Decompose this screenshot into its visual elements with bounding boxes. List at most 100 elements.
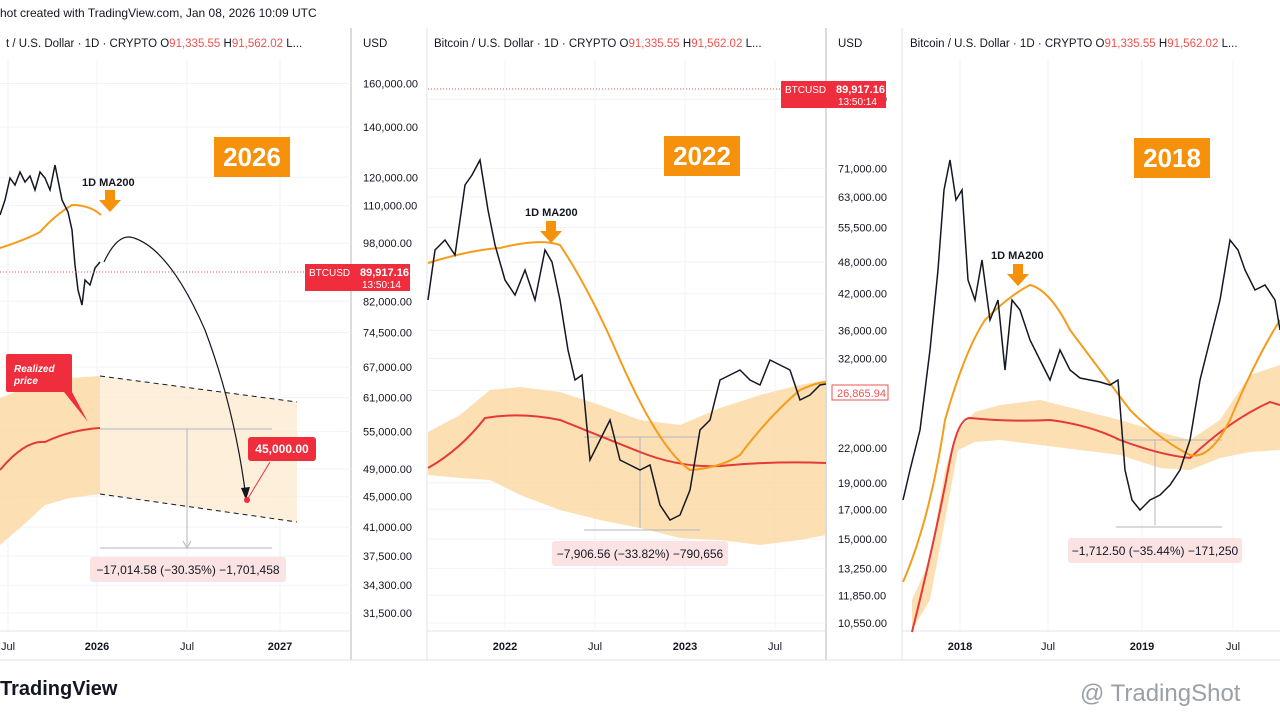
panel-2022: 1D MA200 2022 −7,906.56 (−33.82%) −790,6… <box>427 38 889 653</box>
target-connector <box>246 461 271 501</box>
realized-callout-bubble <box>6 354 88 422</box>
realized-price-line <box>427 414 827 469</box>
y-tick-label: 160,000.00 <box>363 79 418 91</box>
year-badge-bg <box>664 136 740 176</box>
ma200-line <box>427 241 827 472</box>
y-tick-label: 36,000.00 <box>838 325 887 337</box>
ma200-label: 1D MA200 <box>82 177 135 189</box>
projection-zone <box>100 376 297 522</box>
last-value-label-bg <box>831 384 889 401</box>
y-tick-label: 15,000.00 <box>838 534 887 546</box>
measure-label-bg <box>90 557 286 582</box>
x-tick-label: 2027 <box>268 641 292 653</box>
realized-price-line <box>911 400 1280 633</box>
y-tick-label: 67,000.00 <box>363 362 412 374</box>
x-tick-label: 2022 <box>493 641 517 653</box>
x-tick-label: 2019 <box>1130 641 1154 653</box>
price-label-value: 89,917.16 <box>836 84 885 96</box>
chart-caption: hot created with TradingView.com, Jan 08… <box>0 6 317 20</box>
x-tick-label: 2026 <box>85 641 109 653</box>
currency-label: USD <box>363 38 387 50</box>
y-tick-label: 17,000.00 <box>838 504 887 516</box>
ma200-line <box>0 203 102 249</box>
y-tick-label: 19,000.00 <box>838 478 887 490</box>
currency-label: USD <box>838 38 862 50</box>
y-tick-label: 71,000.00 <box>838 164 887 176</box>
price-label-bg <box>781 81 886 108</box>
y-tick-label: 63,000.00 <box>838 192 887 204</box>
price-label-symbol: BTCUSD <box>785 85 826 96</box>
measure-label: −1,712.50 (−35.44%) −171,250 <box>1072 544 1239 558</box>
y-tick-label: 45,000.00 <box>363 492 412 504</box>
price-label-time: 13:50:14 <box>362 280 401 291</box>
realized-band <box>0 376 100 545</box>
down-arrow-icon <box>99 190 121 212</box>
year-badge: 2026 <box>223 142 281 172</box>
y-tick-label: 34,300.00 <box>363 580 412 592</box>
y-tick-label: 10,550.00 <box>838 618 887 630</box>
down-arrow-icon <box>1007 264 1029 286</box>
x-tick-label: 2018 <box>948 641 972 653</box>
ma200-label: 1D MA200 <box>991 250 1044 262</box>
tradingview-logo: TradingView <box>0 678 118 700</box>
measure-label-bg <box>1068 538 1242 563</box>
x-tick-label: Jul <box>768 641 782 653</box>
target-label-bg <box>248 437 316 461</box>
y-tick-label: 55,500.00 <box>838 222 887 234</box>
realized-callout-label-2: price <box>13 376 38 387</box>
y-tick-label: 55,000.00 <box>363 426 412 438</box>
symbol-title: Bitcoin / U.S. Dollar · 1D · CRYPTO O91,… <box>434 38 762 50</box>
measure-label-bg <box>552 541 728 566</box>
measure-label: −17,014.58 (−30.35%) −1,701,458 <box>96 563 279 577</box>
price-series-line <box>0 164 101 306</box>
y-tick-label: 61,000.00 <box>363 393 412 405</box>
realized-callout-label: Realized <box>14 364 55 375</box>
y-tick-label: 120,000.00 <box>363 172 418 184</box>
y-axis: 10,550.00 11,850.00 13,250.00 15,000.00 17,0… <box>838 94 887 630</box>
x-tick-label: Jul <box>180 641 194 653</box>
price-label-time: 13:50:14 <box>838 97 877 108</box>
x-tick-label: Jul <box>588 641 602 653</box>
projection-arrowhead <box>241 487 250 500</box>
y-tick-label: 98,000.00 <box>363 238 412 250</box>
y-tick-label: 140,000.00 <box>363 122 418 134</box>
y-tick-label: 49,000.00 <box>363 464 412 476</box>
year-badge: 2022 <box>673 141 731 171</box>
panel-frames <box>0 28 1280 661</box>
year-badge-bg <box>1134 138 1210 178</box>
x-tick-label: Jul <box>1 641 15 653</box>
y-tick-label: 22,000.00 <box>838 443 887 455</box>
symbol-title: Bitcoin / U.S. Dollar · 1D · CRYPTO O91,… <box>910 38 1238 50</box>
y-axis: 31,500.00 34,300.00 37,500.00 41,000.00 45,0… <box>363 79 418 620</box>
price-label-symbol: BTCUSD <box>309 268 350 279</box>
y-tick-label: 41,000.00 <box>363 522 412 534</box>
x-axis: Jul 2026 Jul 2027 <box>1 641 292 653</box>
measure-label: −7,906.56 (−33.82%) −790,656 <box>557 547 724 561</box>
ma200-line <box>902 283 1280 583</box>
price-label-bg <box>305 264 410 291</box>
projection-path <box>103 236 247 499</box>
y-tick-label: 11,850.00 <box>838 590 886 602</box>
x-tick-label: Jul <box>1226 641 1240 653</box>
x-axis: 2022 Jul 2023 Jul <box>493 641 782 653</box>
measure-arrow-head <box>182 540 192 550</box>
y-tick-label: 31,500.00 <box>363 608 412 620</box>
realized-band <box>428 380 826 545</box>
price-series-line <box>902 159 1280 512</box>
price-series-line <box>427 157 827 521</box>
y-tick-label: 13,250.00 <box>838 564 887 576</box>
symbol-title: t / U.S. Dollar · 1D · CRYPTO O91,335.55… <box>6 38 302 50</box>
y-tick-label: 74,500.00 <box>363 328 412 340</box>
y-tick-label: 32,000.00 <box>838 354 887 366</box>
y-tick-label: 37,500.00 <box>363 551 412 563</box>
ma200-label: 1D MA200 <box>525 207 578 219</box>
price-label-value: 89,917.16 <box>360 267 409 279</box>
projection-channel-bottom <box>99 493 298 523</box>
realized-price-line <box>0 427 101 471</box>
panel-2026: 1D MA200 2026 Realized price 45,000.00 −… <box>0 38 418 653</box>
panel-2018: 1D MA200 2018 −1,712.50 (−35.44%) −171,2… <box>902 38 1280 653</box>
down-arrow-icon <box>540 221 562 243</box>
x-axis: 2018 Jul 2019 Jul <box>948 641 1240 653</box>
y-tick-label: 48,000.00 <box>838 257 887 269</box>
